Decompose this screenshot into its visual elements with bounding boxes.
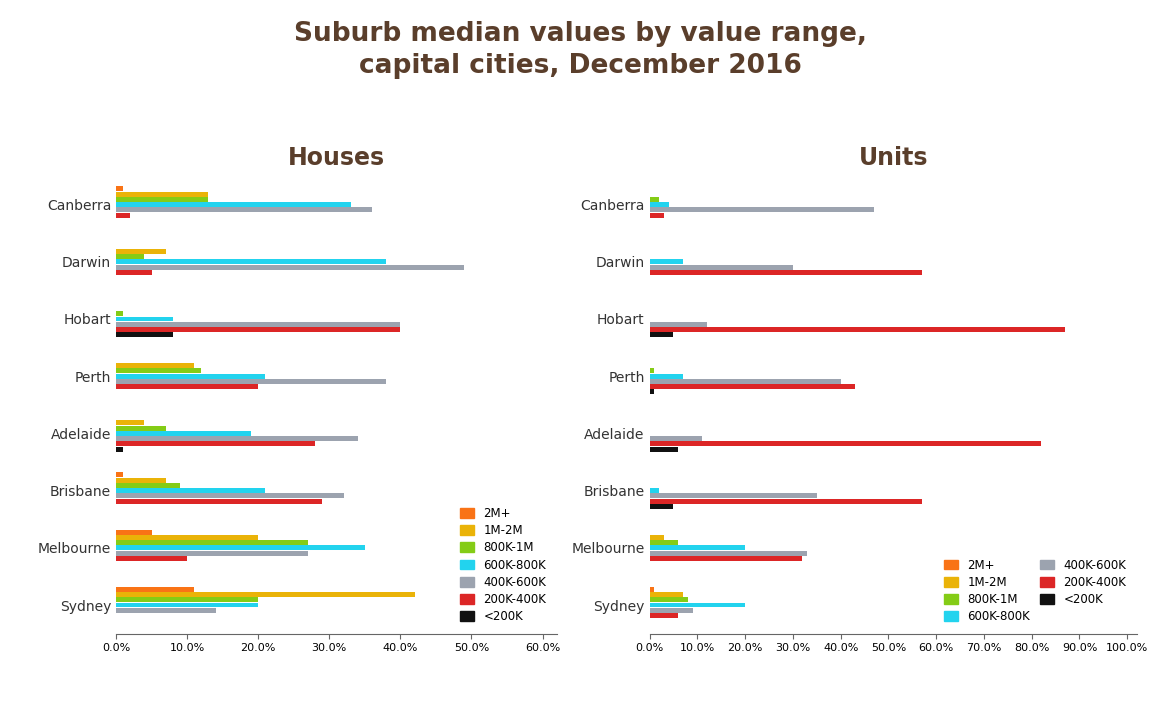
- Bar: [116, 592, 414, 597]
- Bar: [116, 317, 173, 322]
- Bar: [116, 332, 173, 337]
- Bar: [650, 208, 875, 213]
- Bar: [650, 592, 683, 597]
- Bar: [116, 311, 123, 316]
- Bar: [116, 187, 123, 191]
- Bar: [650, 389, 654, 394]
- Bar: [650, 597, 688, 602]
- Bar: [116, 191, 209, 196]
- Bar: [116, 586, 194, 592]
- Bar: [116, 259, 386, 264]
- Bar: [650, 608, 693, 612]
- Bar: [650, 322, 706, 327]
- Bar: [116, 270, 152, 275]
- Bar: [650, 551, 807, 555]
- Bar: [116, 322, 400, 327]
- Bar: [650, 436, 702, 441]
- Bar: [650, 494, 817, 498]
- Bar: [116, 535, 259, 540]
- Bar: [116, 197, 209, 202]
- Bar: [116, 208, 372, 213]
- Bar: [650, 327, 1065, 332]
- Bar: [650, 265, 793, 270]
- Bar: [650, 202, 668, 207]
- Bar: [650, 379, 841, 384]
- Bar: [116, 483, 180, 488]
- Legend: 2M+, 1M-2M, 800K-1M, 600K-800K, 400K-600K, 200K-400K, <200K: 2M+, 1M-2M, 800K-1M, 600K-800K, 400K-600…: [940, 554, 1131, 628]
- Bar: [116, 477, 166, 482]
- Text: Suburb median values by value range,
capital cities, December 2016: Suburb median values by value range, cap…: [293, 21, 867, 79]
- Bar: [650, 441, 1042, 446]
- Bar: [116, 368, 202, 373]
- Bar: [116, 603, 259, 608]
- Bar: [650, 546, 745, 551]
- Bar: [650, 259, 683, 264]
- Bar: [116, 529, 152, 534]
- Bar: [116, 546, 365, 551]
- Bar: [116, 551, 307, 555]
- Bar: [116, 446, 123, 452]
- Bar: [650, 613, 679, 618]
- Bar: [650, 556, 803, 561]
- Bar: [116, 363, 194, 368]
- Bar: [116, 420, 145, 425]
- Bar: [116, 556, 187, 561]
- Bar: [650, 384, 855, 389]
- Title: Houses: Houses: [288, 146, 385, 170]
- Title: Units: Units: [858, 146, 928, 170]
- Bar: [116, 431, 251, 436]
- Bar: [116, 327, 400, 332]
- Legend: 2M+, 1M-2M, 800K-1M, 600K-800K, 400K-600K, 200K-400K, <200K: 2M+, 1M-2M, 800K-1M, 600K-800K, 400K-600…: [455, 503, 551, 628]
- Bar: [116, 540, 307, 545]
- Bar: [650, 368, 654, 373]
- Bar: [116, 384, 259, 389]
- Bar: [650, 540, 679, 545]
- Bar: [116, 488, 266, 493]
- Bar: [650, 197, 659, 202]
- Bar: [116, 597, 259, 602]
- Bar: [650, 446, 679, 452]
- Bar: [116, 426, 166, 431]
- Bar: [116, 441, 316, 446]
- Bar: [650, 586, 654, 592]
- Bar: [116, 249, 166, 253]
- Bar: [116, 202, 350, 207]
- Bar: [116, 213, 130, 218]
- Bar: [116, 472, 123, 477]
- Bar: [116, 379, 386, 384]
- Bar: [116, 374, 266, 379]
- Bar: [650, 504, 674, 509]
- Bar: [116, 254, 145, 259]
- Bar: [116, 498, 322, 503]
- Bar: [650, 332, 674, 337]
- Bar: [116, 608, 216, 612]
- Bar: [650, 603, 745, 608]
- Bar: [650, 374, 683, 379]
- Bar: [650, 535, 664, 540]
- Bar: [116, 436, 357, 441]
- Bar: [650, 488, 659, 493]
- Bar: [650, 498, 922, 503]
- Bar: [116, 265, 464, 270]
- Bar: [650, 270, 922, 275]
- Bar: [116, 494, 343, 498]
- Bar: [650, 213, 664, 218]
